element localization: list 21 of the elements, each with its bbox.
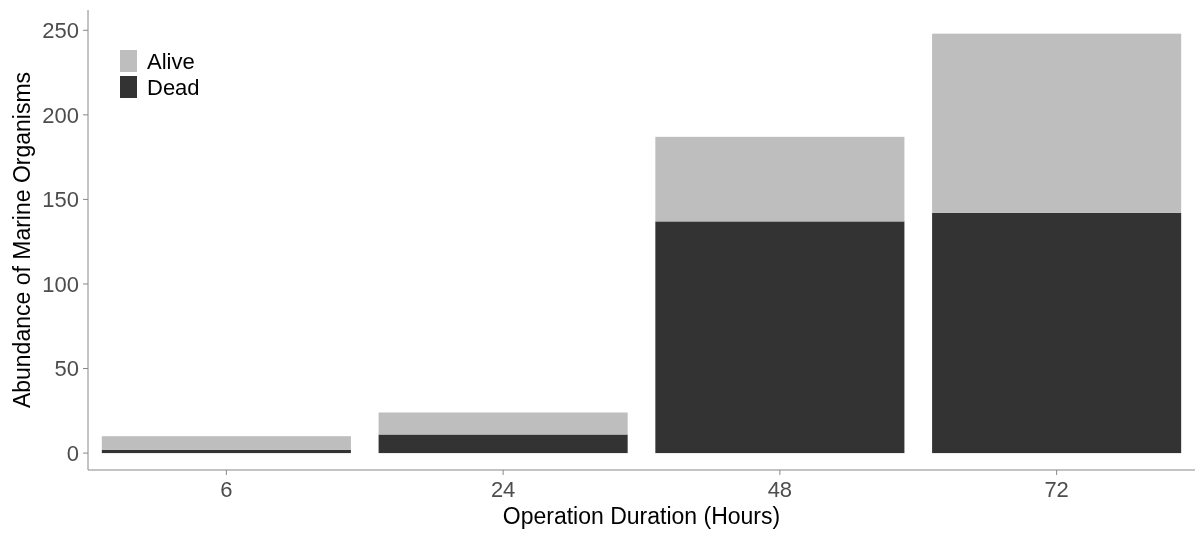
bar <box>378 434 628 454</box>
y-tick-label: 0 <box>66 440 79 466</box>
y-tick-label: 100 <box>42 271 79 297</box>
bar <box>378 412 628 435</box>
bar <box>101 436 351 450</box>
bar <box>932 33 1182 213</box>
y-tick-label: 50 <box>54 356 79 382</box>
x-tick-label: 72 <box>1044 477 1069 502</box>
x-tick-label: 24 <box>490 477 516 502</box>
y-tick-label: 250 <box>42 17 79 43</box>
bar <box>655 136 905 222</box>
bar <box>655 221 905 454</box>
legend-label: Alive <box>147 48 195 74</box>
y-tick-label: 200 <box>42 102 79 128</box>
x-tick-label: 6 <box>220 477 233 502</box>
x-axis-title: Operation Duration (Hours) <box>502 503 781 529</box>
y-axis-title: Abundance of Marine Organisms <box>9 71 35 409</box>
y-tick-label: 150 <box>42 187 79 213</box>
legend-label: Dead <box>147 74 200 100</box>
x-tick-label: 48 <box>767 477 793 502</box>
bar <box>932 212 1182 454</box>
